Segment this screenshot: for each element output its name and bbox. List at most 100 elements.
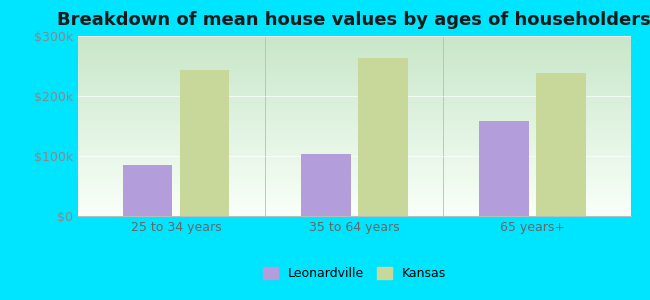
- Bar: [78, 126, 630, 127]
- Bar: [78, 92, 630, 94]
- Bar: [78, 37, 630, 38]
- Bar: [78, 91, 630, 92]
- Bar: [78, 64, 630, 65]
- Bar: [78, 186, 630, 187]
- Bar: [78, 48, 630, 49]
- Bar: [78, 44, 630, 46]
- Bar: [78, 60, 630, 61]
- Bar: [78, 101, 630, 102]
- Bar: [78, 145, 630, 146]
- Bar: [78, 152, 630, 154]
- Bar: [78, 184, 630, 185]
- Bar: [78, 160, 630, 161]
- Bar: [78, 155, 630, 156]
- Bar: [78, 55, 630, 56]
- Bar: [78, 61, 630, 62]
- Bar: [78, 119, 630, 120]
- Bar: [78, 103, 630, 104]
- Bar: [78, 67, 630, 68]
- Bar: [78, 86, 630, 88]
- Bar: [78, 158, 630, 160]
- Bar: [78, 114, 630, 115]
- Bar: [78, 95, 630, 96]
- Bar: [78, 122, 630, 124]
- Bar: [78, 79, 630, 80]
- Bar: [78, 125, 630, 126]
- Bar: [78, 142, 630, 143]
- Bar: [78, 116, 630, 118]
- Bar: [78, 157, 630, 158]
- Legend: Leonardville, Kansas: Leonardville, Kansas: [258, 262, 450, 285]
- Bar: [78, 198, 630, 199]
- Bar: [78, 98, 630, 100]
- Bar: [78, 109, 630, 110]
- Bar: [78, 41, 630, 42]
- Bar: [78, 202, 630, 203]
- Bar: [78, 169, 630, 170]
- Bar: [78, 90, 630, 91]
- Bar: [78, 94, 630, 95]
- Bar: [78, 130, 630, 131]
- Bar: [78, 140, 630, 142]
- Bar: [78, 172, 630, 173]
- Bar: [78, 133, 630, 134]
- Bar: [78, 56, 630, 58]
- Bar: [78, 106, 630, 107]
- Title: Breakdown of mean house values by ages of householders: Breakdown of mean house values by ages o…: [57, 11, 650, 29]
- Bar: [78, 178, 630, 179]
- Bar: [78, 166, 630, 167]
- Bar: [78, 121, 630, 122]
- Bar: [78, 96, 630, 97]
- Bar: [78, 42, 630, 43]
- Bar: [179, 70, 229, 216]
- Bar: [78, 77, 630, 78]
- Bar: [78, 214, 630, 215]
- Bar: [78, 205, 630, 206]
- Bar: [78, 197, 630, 198]
- Bar: [78, 170, 630, 172]
- Bar: [78, 80, 630, 82]
- Bar: [78, 181, 630, 182]
- Bar: [78, 72, 630, 73]
- Bar: [78, 156, 630, 157]
- Bar: [78, 68, 630, 70]
- Bar: [123, 165, 172, 216]
- Bar: [78, 180, 630, 181]
- Bar: [78, 203, 630, 204]
- Bar: [78, 167, 630, 168]
- Bar: [78, 107, 630, 108]
- Bar: [78, 164, 630, 166]
- Bar: [78, 53, 630, 54]
- Bar: [78, 148, 630, 149]
- Bar: [78, 104, 630, 106]
- Bar: [78, 191, 630, 192]
- Bar: [78, 58, 630, 59]
- Bar: [78, 204, 630, 205]
- Bar: [78, 70, 630, 71]
- Bar: [78, 120, 630, 121]
- Bar: [78, 161, 630, 162]
- Bar: [78, 163, 630, 164]
- Bar: [78, 168, 630, 169]
- Bar: [78, 46, 630, 47]
- Bar: [78, 182, 630, 184]
- Bar: [78, 136, 630, 137]
- Bar: [78, 211, 630, 212]
- Bar: [78, 134, 630, 136]
- Bar: [78, 212, 630, 214]
- Bar: [78, 146, 630, 148]
- Bar: [78, 50, 630, 52]
- Bar: [78, 200, 630, 202]
- Bar: [78, 108, 630, 109]
- Bar: [78, 43, 630, 44]
- Bar: [78, 49, 630, 50]
- Bar: [78, 47, 630, 48]
- Bar: [78, 206, 630, 208]
- Bar: [78, 175, 630, 176]
- Bar: [78, 112, 630, 113]
- Bar: [78, 196, 630, 197]
- Bar: [78, 88, 630, 89]
- Bar: [301, 154, 351, 216]
- Bar: [78, 149, 630, 150]
- Bar: [78, 52, 630, 53]
